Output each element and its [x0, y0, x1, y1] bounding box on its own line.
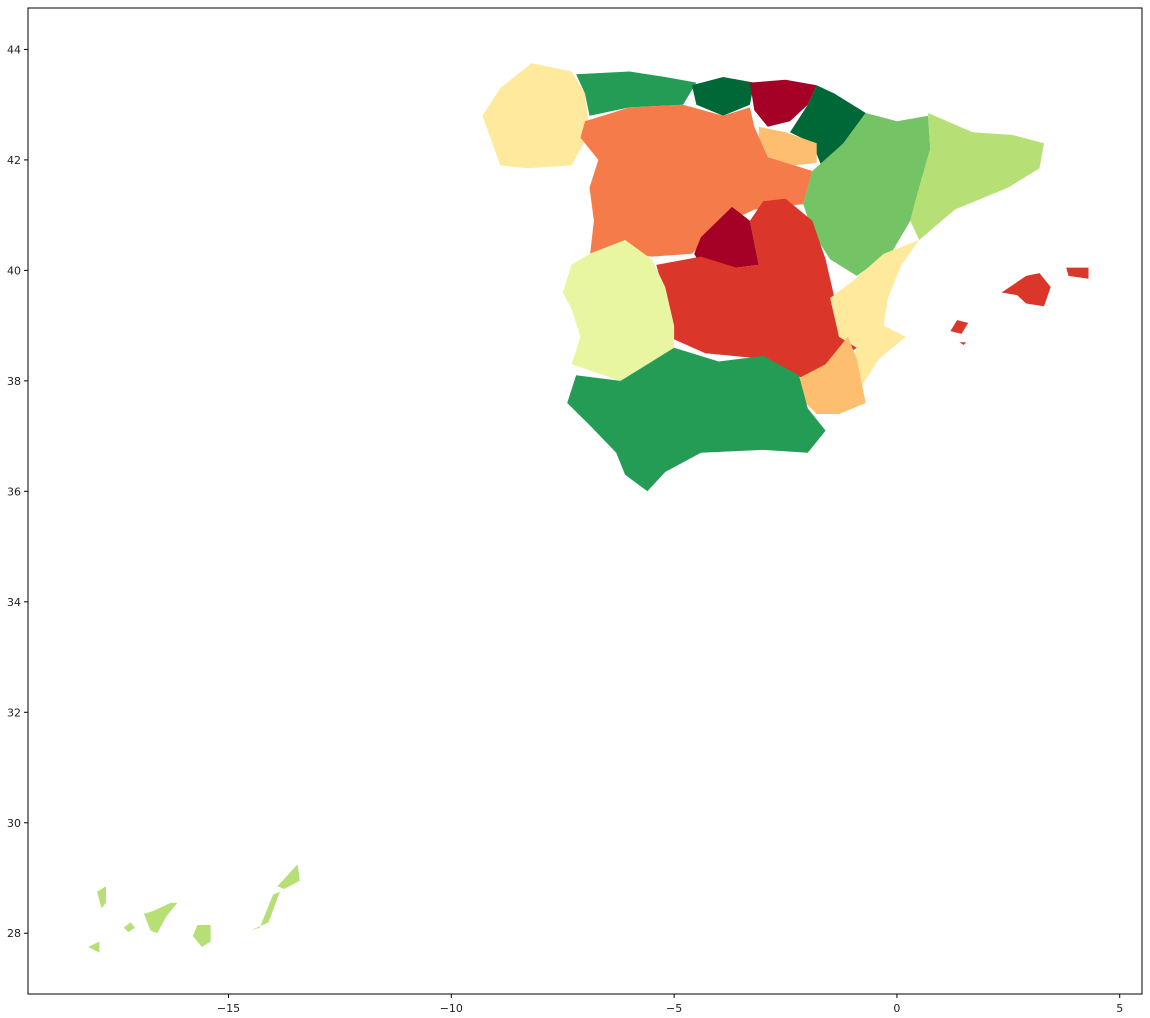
region-navarre	[790, 85, 866, 166]
region-andalusia	[567, 347, 826, 492]
region-menorca	[1066, 267, 1089, 279]
x-tick-label: 5	[1116, 1002, 1123, 1015]
region-extremadura	[562, 240, 675, 381]
region-basque-country	[749, 79, 817, 127]
x-axis: −15 −10 −5 0 5	[217, 994, 1123, 1015]
region-asturias	[576, 71, 697, 116]
y-tick-label: 42	[7, 154, 21, 167]
x-tick-label: 0	[893, 1002, 900, 1015]
x-tick-label: −5	[666, 1002, 682, 1015]
y-axis: 28 30 32 34 36 38 40 42 44	[7, 43, 28, 940]
y-tick-label: 28	[7, 927, 21, 940]
region-castile-and-leon	[580, 104, 813, 260]
y-tick-label: 36	[7, 485, 21, 498]
region-castilla-la-mancha	[656, 198, 857, 381]
x-tick-label: −10	[440, 1002, 463, 1015]
y-tick-label: 40	[7, 264, 21, 277]
region-valencia	[830, 240, 920, 387]
y-tick-label: 44	[7, 43, 21, 56]
region-tenerife	[143, 902, 178, 934]
region-catalonia	[910, 113, 1044, 240]
region-gran-canaria	[192, 925, 211, 947]
region-aragon	[803, 113, 931, 276]
region-la-palma	[97, 886, 106, 909]
region-madrid	[694, 206, 759, 274]
region-fuerteventura	[250, 891, 280, 931]
y-tick-label: 38	[7, 375, 21, 388]
region-la-gomera	[123, 922, 135, 933]
y-tick-label: 30	[7, 817, 21, 830]
y-tick-label: 34	[7, 596, 21, 609]
axes-frame	[27, 7, 1143, 995]
region-ibiza	[950, 320, 969, 334]
x-tick-label: −15	[217, 1002, 240, 1015]
region-formentera	[959, 342, 966, 345]
region-el-hierro	[88, 941, 100, 953]
regions-layer	[88, 63, 1089, 953]
region-murcia	[794, 336, 866, 414]
region-cantabria	[691, 77, 755, 116]
region-lanzarote	[277, 864, 300, 889]
region-mallorca	[1001, 273, 1051, 307]
region-la-rioja	[758, 126, 817, 166]
y-tick-label: 32	[7, 706, 21, 719]
region-galicia	[482, 63, 590, 169]
